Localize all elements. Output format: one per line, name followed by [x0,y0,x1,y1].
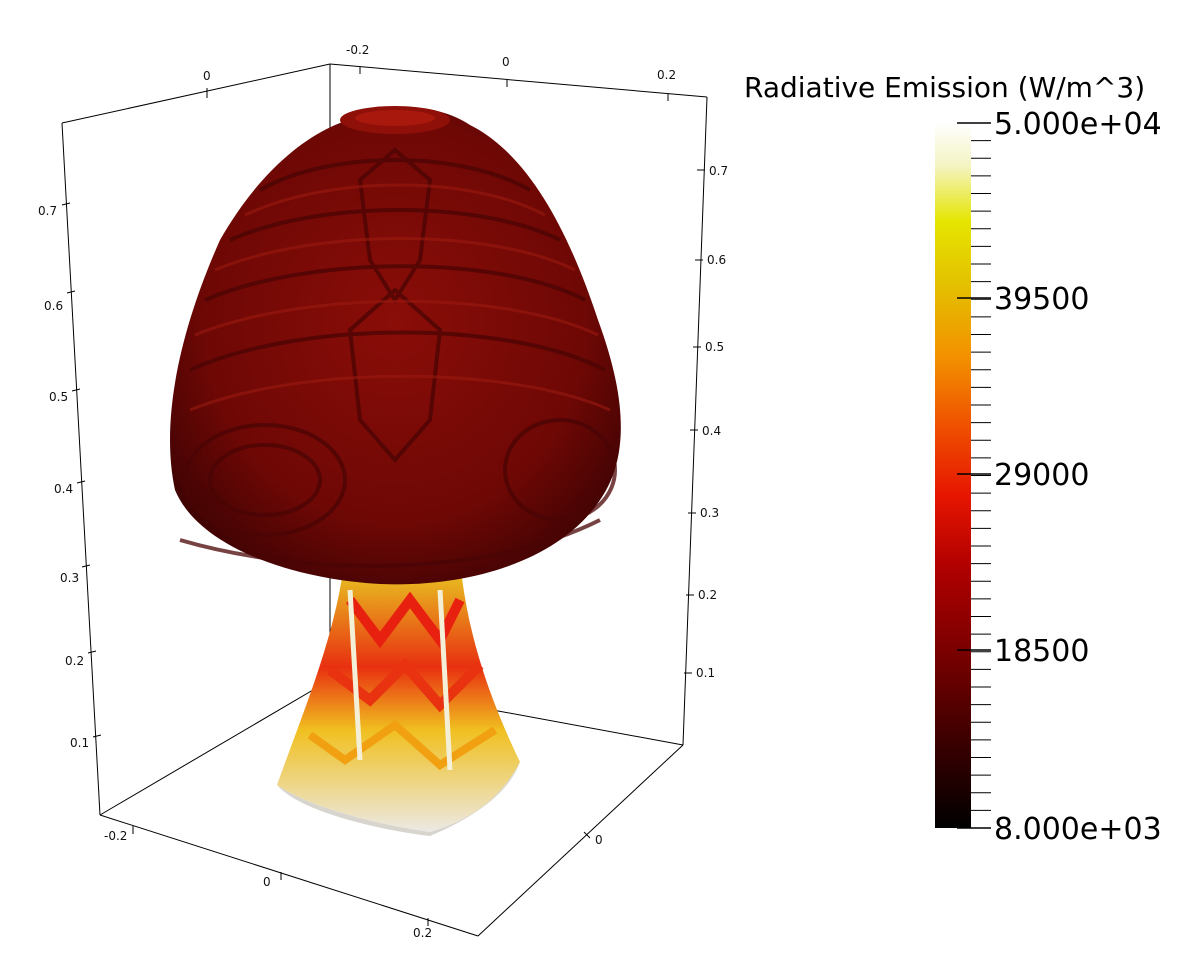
top-left-tick: 0 [203,69,211,83]
top-x-tick: -0.2 [346,43,369,57]
colorbar-label: 39500 [994,282,1089,317]
right-z-ticks: 0.7 0.6 0.5 0.4 0.3 0.2 0.1 [696,164,728,680]
left-z-tick: 0.3 [60,571,79,585]
colorbar-minor-ticks [971,122,991,829]
colorbar-major-ticks [957,122,991,829]
left-z-tick: 0.1 [70,736,89,750]
right-z-tick: 0.5 [705,340,724,354]
colorbar-label: 29000 [994,458,1089,493]
mushroom-stem [277,578,520,836]
bottom-y-tick: -0.2 [104,829,127,843]
right-z-tick: 0.6 [707,253,726,267]
colorbar: Radiative Emission (W/m^3) 5.000e+04 395… [744,71,1162,847]
right-z-tick: 0.1 [696,666,715,680]
right-z-tick: 0.3 [700,506,719,520]
bottom-y-tick: 0.2 [413,926,432,940]
right-z-tick: 0.4 [702,424,721,438]
left-z-tick: 0.2 [65,654,84,668]
mushroom-cap [170,106,621,585]
left-z-tick: 0.6 [44,299,63,313]
colorbar-title: Radiative Emission (W/m^3) [744,71,1145,104]
bottom-y-tick: 0 [263,875,271,889]
right-z-tick: 0.7 [709,164,728,178]
left-z-ticks: 0.7 0.6 0.5 0.4 0.3 0.2 0.1 [38,204,89,750]
colorbar-label: 18500 [994,634,1089,669]
tick-marks [61,67,705,926]
top-x-tick: 0 [502,55,510,69]
right-z-tick: 0.2 [698,588,717,602]
colorbar-label-min: 8.000e+03 [994,812,1162,847]
left-z-tick: 0.7 [38,204,57,218]
bottom-right-tick: 0 [595,833,603,847]
top-x-tick: 0.2 [657,68,676,82]
top-x-ticks: -0.2 0 0.2 0 [203,43,676,83]
colorbar-label-max: 5.000e+04 [994,107,1162,142]
left-z-tick: 0.5 [49,390,68,404]
left-z-tick: 0.4 [54,482,73,496]
bottom-y-ticks: -0.2 0 0.2 0 [104,829,603,940]
colorbar-ramp [935,123,971,828]
